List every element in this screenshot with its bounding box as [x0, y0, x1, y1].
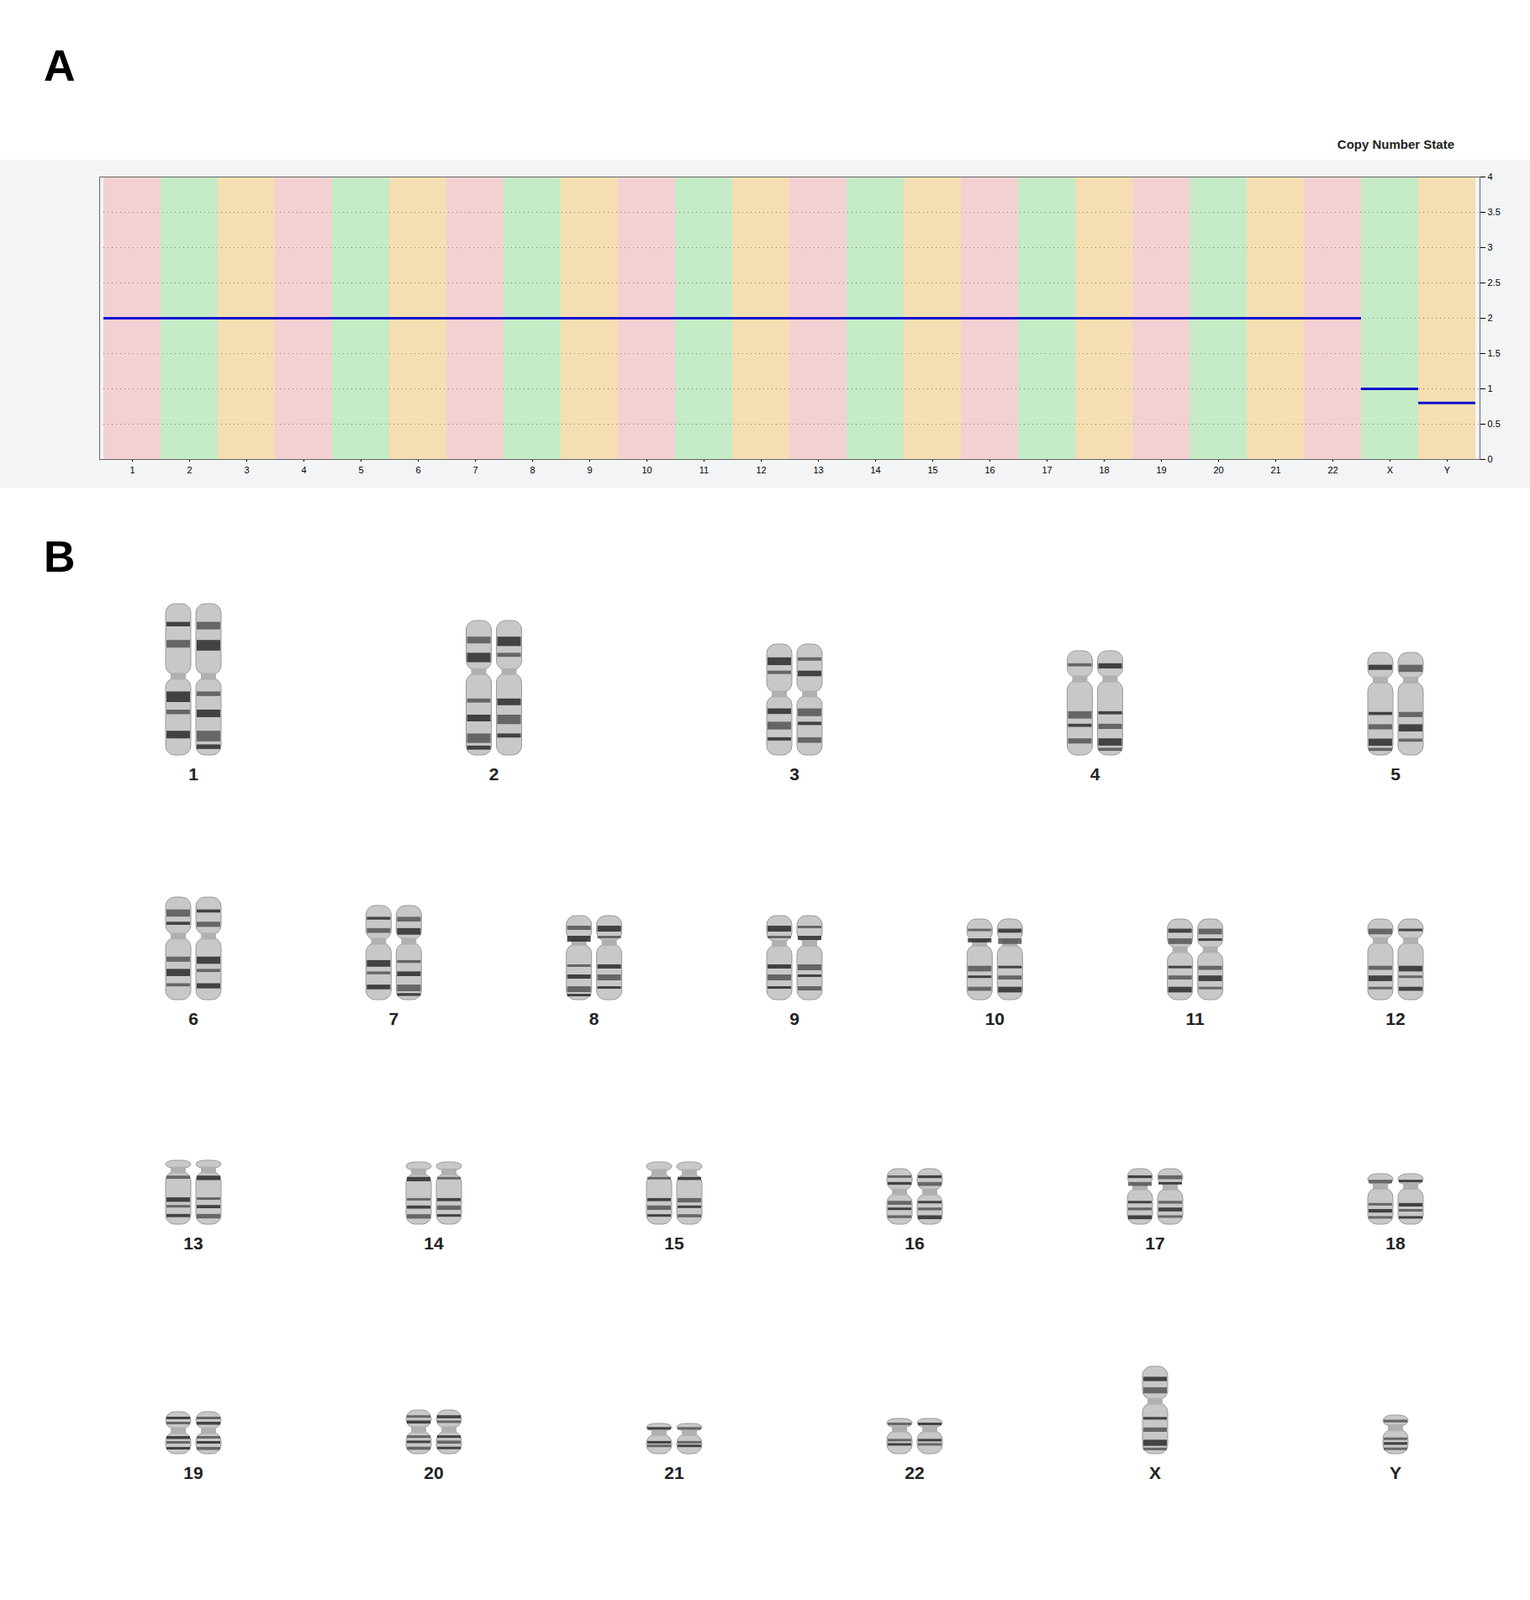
svg-text:2: 2	[186, 464, 192, 475]
svg-text:10: 10	[641, 464, 652, 475]
svg-text:20: 20	[1213, 464, 1224, 475]
svg-text:21: 21	[664, 1462, 685, 1483]
svg-text:7: 7	[388, 1008, 399, 1029]
svg-text:X: X	[1387, 464, 1394, 475]
svg-text:1: 1	[1487, 383, 1494, 394]
html-text:A: A	[43, 41, 76, 90]
svg-text:3: 3	[1487, 242, 1494, 253]
svg-text:3: 3	[789, 764, 800, 784]
svg-text:19: 19	[1155, 464, 1166, 475]
svg-text:3.5: 3.5	[1487, 206, 1501, 217]
svg-text:18: 18	[1098, 464, 1109, 475]
svg-text:8: 8	[589, 1008, 600, 1029]
svg-text:15: 15	[927, 464, 938, 475]
html-text:Copy Number State: Copy Number State	[1337, 137, 1455, 152]
svg-text:17: 17	[1041, 464, 1052, 475]
svg-text:16: 16	[984, 464, 995, 475]
svg-text:14: 14	[870, 464, 881, 475]
svg-text:0: 0	[1487, 453, 1494, 465]
svg-text:21: 21	[1270, 464, 1281, 475]
svg-text:4: 4	[1487, 171, 1494, 182]
svg-text:6: 6	[188, 1008, 199, 1029]
svg-text:Y: Y	[1389, 1462, 1402, 1483]
svg-text:19: 19	[183, 1462, 203, 1483]
html-text:B: B	[43, 532, 76, 581]
svg-text:X: X	[1149, 1462, 1161, 1483]
svg-text:22: 22	[904, 1462, 924, 1483]
svg-text:7: 7	[472, 464, 478, 475]
svg-text:4: 4	[300, 464, 306, 475]
svg-text:Y: Y	[1444, 464, 1451, 475]
svg-text:17: 17	[1144, 1233, 1165, 1253]
svg-text:1.5: 1.5	[1487, 348, 1501, 359]
svg-text:8: 8	[529, 464, 535, 475]
svg-text:10: 10	[985, 1008, 1005, 1029]
svg-text:16: 16	[904, 1233, 924, 1253]
svg-text:13: 13	[812, 464, 824, 475]
svg-text:0.5: 0.5	[1487, 418, 1501, 429]
svg-text:9: 9	[789, 1008, 800, 1029]
svg-text:2: 2	[1487, 312, 1494, 323]
svg-text:12: 12	[755, 464, 766, 475]
svg-text:1: 1	[188, 764, 199, 784]
svg-text:9: 9	[586, 464, 592, 475]
svg-text:18: 18	[1385, 1233, 1406, 1253]
svg-text:22: 22	[1327, 464, 1338, 475]
svg-text:4: 4	[1090, 764, 1101, 784]
svg-text:11: 11	[699, 464, 709, 475]
svg-text:2.5: 2.5	[1487, 277, 1501, 288]
svg-text:3: 3	[243, 464, 249, 475]
svg-text:20: 20	[423, 1462, 444, 1483]
svg-text:11: 11	[1186, 1008, 1206, 1029]
svg-text:5: 5	[358, 464, 364, 475]
svg-text:15: 15	[664, 1233, 685, 1253]
svg-text:6: 6	[415, 464, 421, 475]
svg-text:1: 1	[129, 464, 135, 475]
svg-text:2: 2	[489, 764, 500, 784]
svg-text:5: 5	[1390, 764, 1401, 784]
svg-text:13: 13	[183, 1233, 203, 1253]
svg-text:14: 14	[423, 1233, 444, 1253]
svg-text:12: 12	[1385, 1008, 1405, 1029]
